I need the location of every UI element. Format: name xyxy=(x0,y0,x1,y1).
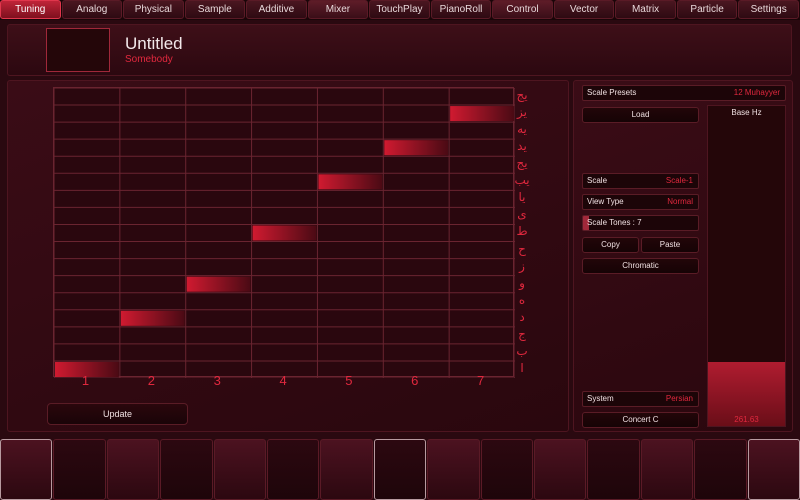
tab-control[interactable]: Control xyxy=(492,0,553,19)
grid-row-label: و xyxy=(519,275,525,290)
active-note-cell[interactable] xyxy=(318,174,383,190)
tab-particle[interactable]: Particle xyxy=(676,0,738,19)
grid-row-label: ید xyxy=(517,139,527,154)
scale-tones-slider[interactable]: Scale Tones : 7 xyxy=(582,215,699,231)
trigger-pad[interactable] xyxy=(427,439,480,500)
tab-matrix[interactable]: Matrix xyxy=(615,0,676,19)
grid-column-labels: 1 2 3 4 5 6 7 xyxy=(53,373,514,391)
system-value: Persian xyxy=(665,394,693,403)
trigger-pad[interactable] xyxy=(373,439,427,500)
tab-settings[interactable]: Settings xyxy=(738,0,799,19)
grid-row-label: یج xyxy=(516,156,528,171)
view-type-value: Normal xyxy=(667,197,693,206)
scale-presets-field[interactable]: Scale Presets 12 Muhayyer xyxy=(582,85,786,101)
copy-button[interactable]: Copy xyxy=(582,237,639,253)
concert-c-button[interactable]: Concert C xyxy=(582,412,699,428)
grid-row-labels: یج یز یه ید یج یب یا ی ط ح ز و ه د ج ب ا xyxy=(512,87,532,377)
patch-header: Untitled Somebody xyxy=(7,24,792,76)
trigger-pad[interactable] xyxy=(587,439,640,500)
pad-row xyxy=(0,439,800,500)
system-field[interactable]: System Persian xyxy=(582,391,699,407)
trigger-pad[interactable] xyxy=(267,439,320,500)
grid-row-label: یه xyxy=(517,122,527,137)
grid-row-label: ا xyxy=(520,360,524,375)
grid-column-label: 3 xyxy=(213,373,221,388)
patch-thumbnail[interactable] xyxy=(46,28,110,72)
grid-row-label: ب xyxy=(516,343,528,358)
grid-row-label: یج xyxy=(516,88,528,102)
grid-row-label: یز xyxy=(517,105,527,120)
tuning-grid-panel: 1 2 3 4 5 6 7 یج یز یه ید یج یب یا ی ط ح ز و ه د ج ب ا Update xyxy=(7,80,569,432)
base-hz-label: Base Hz xyxy=(731,108,762,117)
tab-physical[interactable]: Physical xyxy=(123,0,184,19)
tuning-grid-canvas[interactable] xyxy=(54,88,515,378)
system-label: System xyxy=(587,394,614,403)
trigger-pad[interactable] xyxy=(747,439,800,500)
active-note-cell[interactable] xyxy=(450,106,514,122)
trigger-pad[interactable] xyxy=(53,439,106,500)
paste-button[interactable]: Paste xyxy=(641,237,699,253)
trigger-pad[interactable] xyxy=(160,439,213,500)
grid-column-label: 5 xyxy=(345,373,353,388)
tab-touchplay[interactable]: TouchPlay xyxy=(369,0,430,19)
scale-presets-value: 12 Muhayyer xyxy=(733,88,780,97)
grid-row-label: ح xyxy=(518,241,526,256)
load-button[interactable]: Load xyxy=(582,107,699,123)
grid-row-label: یب xyxy=(514,173,530,188)
grid-row-label: ج xyxy=(518,326,526,341)
grid-row-label: ه xyxy=(518,292,526,307)
trigger-pad[interactable] xyxy=(480,439,534,500)
tab-mixer[interactable]: Mixer xyxy=(307,0,369,19)
view-type-label: View Type xyxy=(587,197,624,206)
trigger-pad[interactable] xyxy=(213,439,267,500)
trigger-pad[interactable] xyxy=(320,439,373,500)
grid-column-label: 7 xyxy=(477,373,485,388)
view-type-field[interactable]: View Type Normal xyxy=(582,194,699,210)
base-hz-fill xyxy=(708,362,785,426)
grid-row-label: ز xyxy=(519,258,525,273)
grid-column-label: 4 xyxy=(279,373,287,388)
tab-analog[interactable]: Analog xyxy=(61,0,123,19)
tab-pianoroll[interactable]: PianoRoll xyxy=(430,0,492,19)
chromatic-button[interactable]: Chromatic xyxy=(582,258,699,274)
tuning-grid[interactable] xyxy=(53,87,515,378)
active-note-cell[interactable] xyxy=(384,140,449,156)
scale-value: Scale-1 xyxy=(665,176,693,185)
trigger-pad[interactable] xyxy=(0,439,53,500)
scale-panel: Scale Presets 12 Muhayyer Load Scale Sca… xyxy=(573,80,793,432)
trigger-pad[interactable] xyxy=(694,439,747,500)
tab-additive[interactable]: Additive xyxy=(246,0,307,19)
scale-tones-label: Scale Tones : 7 xyxy=(587,218,642,227)
grid-row-label: ی xyxy=(517,207,527,222)
active-note-cell[interactable] xyxy=(55,361,119,377)
grid-row-label: ط xyxy=(516,224,528,239)
patch-author: Somebody xyxy=(125,54,173,65)
grid-row-label: د xyxy=(519,309,525,324)
trigger-pad[interactable] xyxy=(534,439,587,500)
active-note-cell[interactable] xyxy=(252,225,317,241)
update-button[interactable]: Update xyxy=(47,403,188,425)
grid-row-label: یا xyxy=(518,190,526,205)
base-hz-value: 261.63 xyxy=(734,415,759,424)
trigger-pad[interactable] xyxy=(106,439,160,500)
tab-vector[interactable]: Vector xyxy=(553,0,615,19)
trigger-pad[interactable] xyxy=(640,439,694,500)
scale-presets-label: Scale Presets xyxy=(587,88,637,97)
tab-tuning[interactable]: Tuning xyxy=(0,0,61,19)
active-note-cell[interactable] xyxy=(120,310,185,326)
tab-sample[interactable]: Sample xyxy=(184,0,246,19)
base-hz-slider[interactable]: Base Hz 261.63 xyxy=(707,105,786,427)
active-note-cell[interactable] xyxy=(186,276,251,292)
tab-bar: Tuning Analog Physical Sample Additive Mixer T… xyxy=(0,0,800,20)
grid-column-label: 1 xyxy=(81,373,90,388)
scale-label: Scale xyxy=(587,176,608,185)
patch-title: Untitled xyxy=(125,34,183,53)
grid-column-label: 6 xyxy=(411,373,419,388)
grid-column-label: 2 xyxy=(147,373,155,388)
scale-field[interactable]: Scale Scale-1 xyxy=(582,173,699,189)
